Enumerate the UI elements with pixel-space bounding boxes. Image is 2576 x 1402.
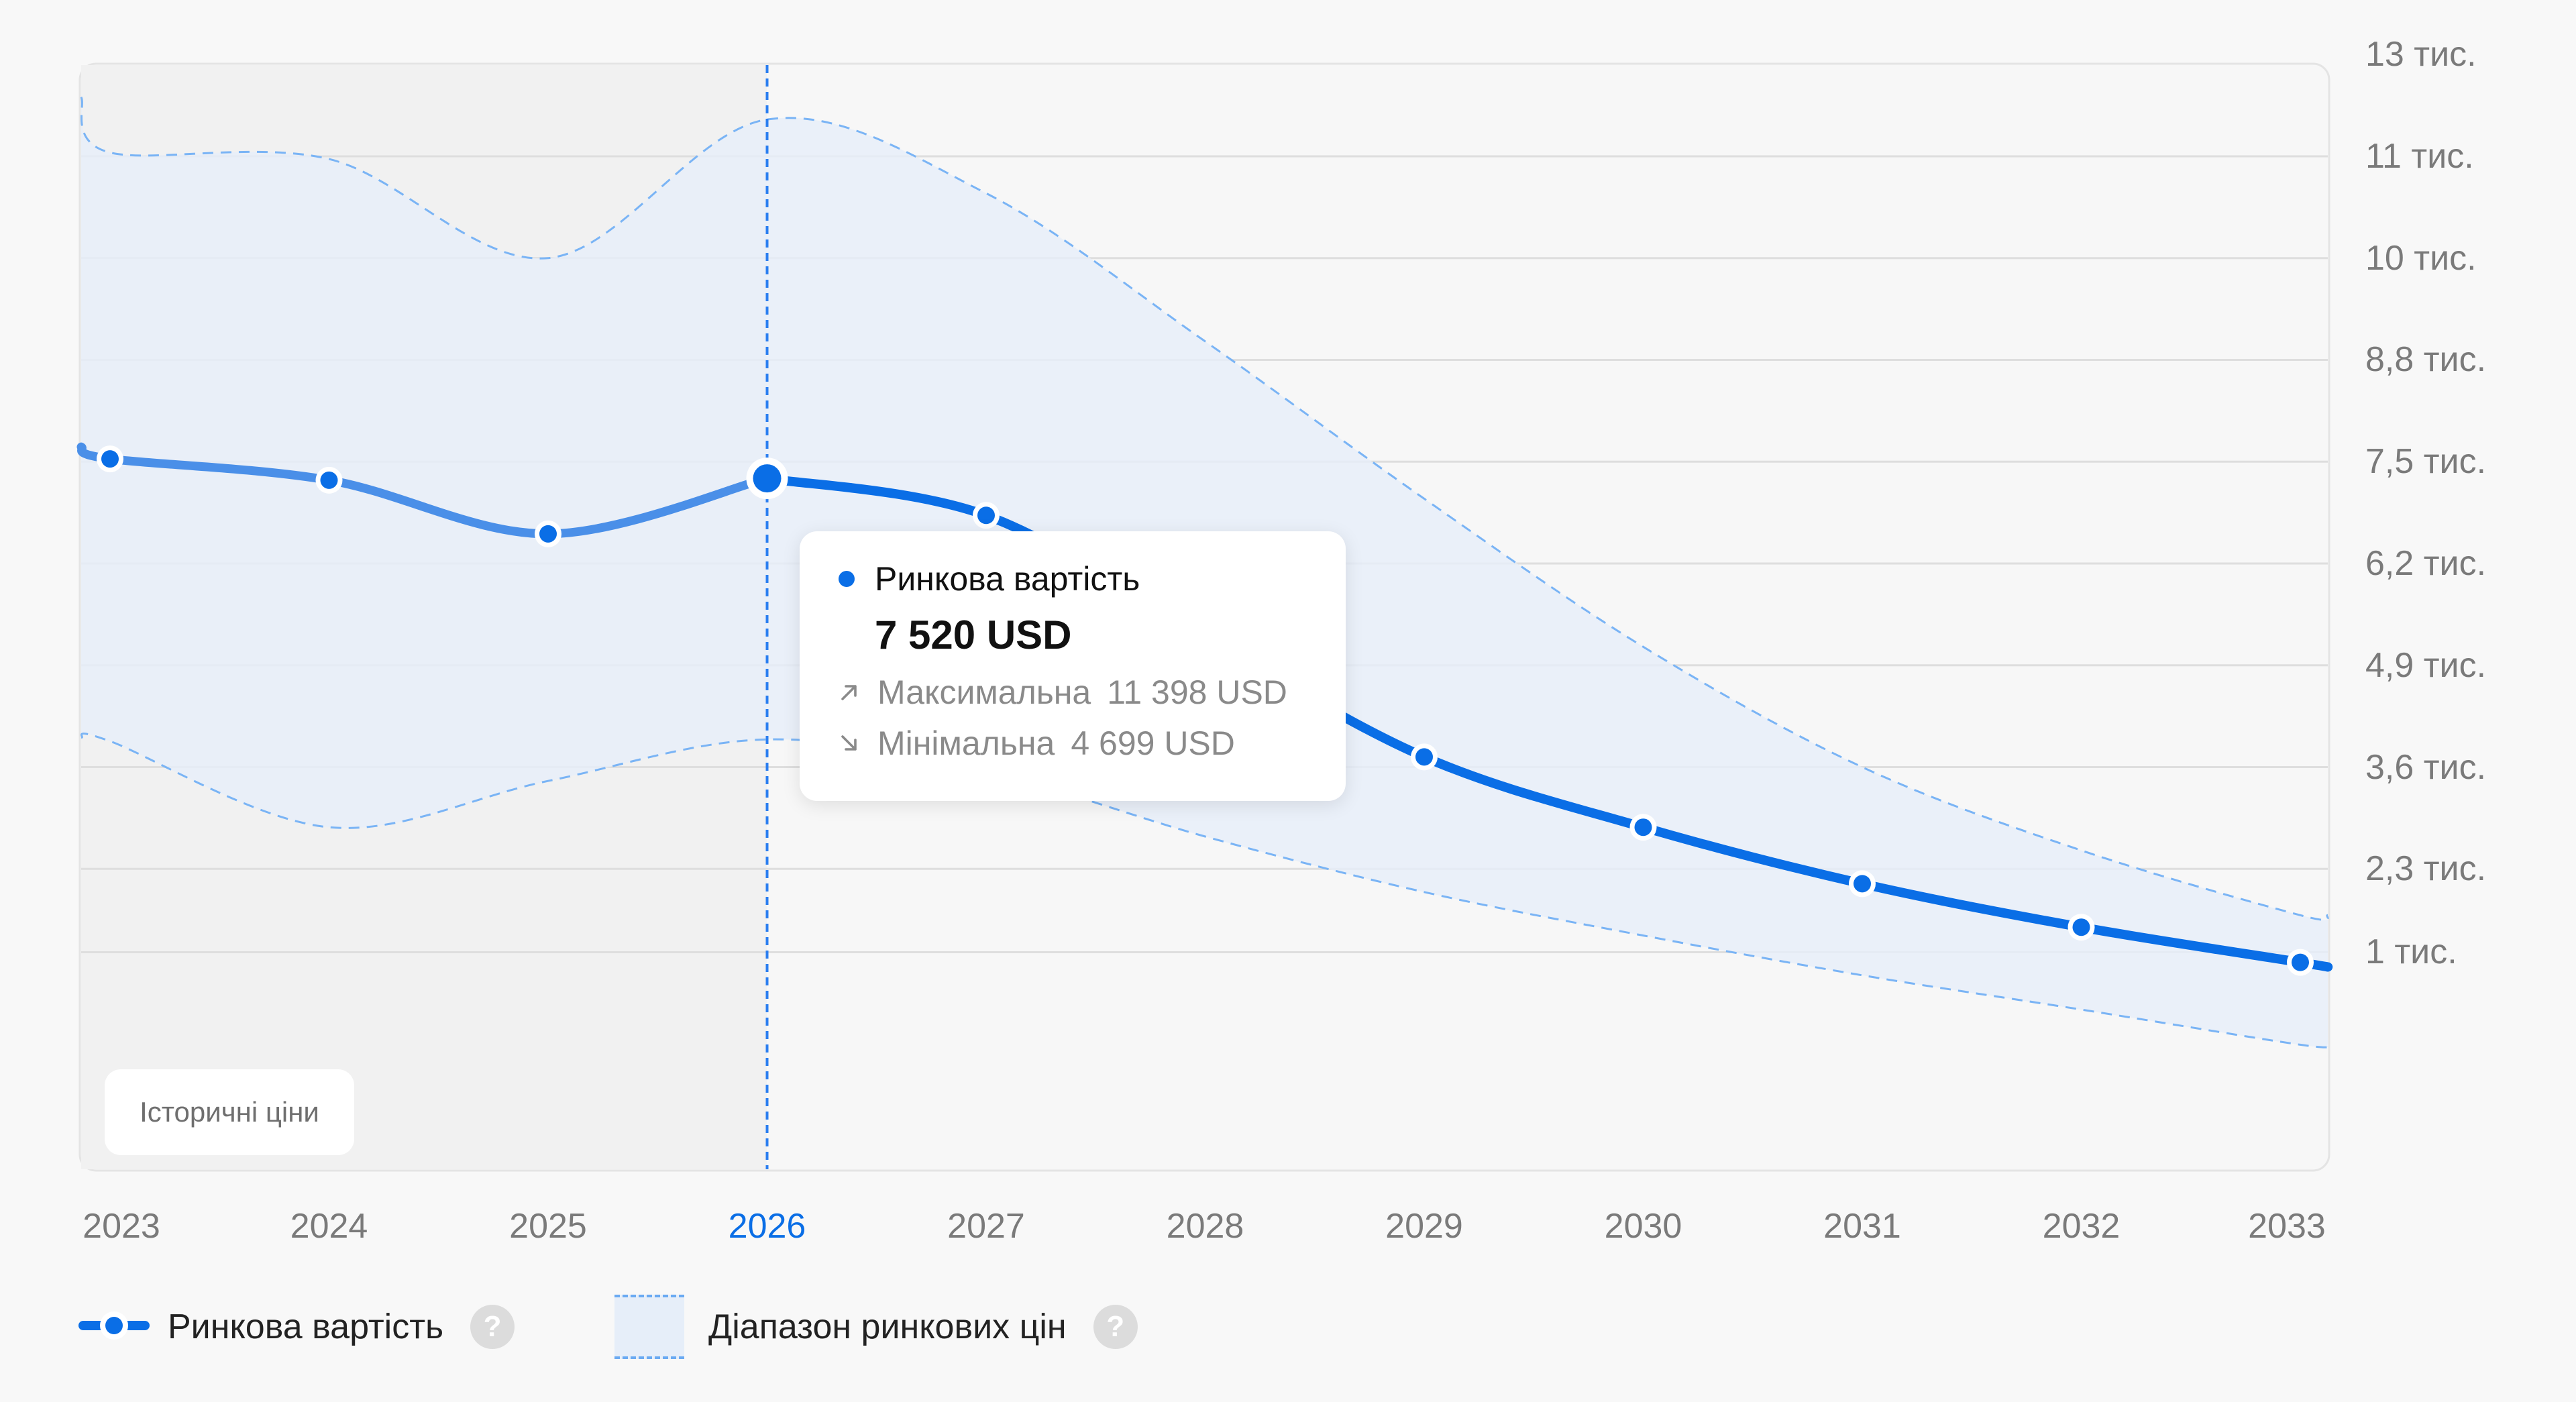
y-tick-label: 6,2 тис. xyxy=(2365,544,2487,583)
data-point[interactable] xyxy=(2068,914,2095,941)
legend-item-market-value[interactable]: Ринкова вартість ? xyxy=(168,1295,515,1359)
tooltip-series-label: Ринкова вартість xyxy=(875,560,1140,598)
x-tick-label: 2023 xyxy=(83,1207,160,1246)
data-point-highlighted[interactable] xyxy=(746,457,788,500)
tooltip-min-label: Мінімальна xyxy=(877,724,1055,762)
range-upper-boundary xyxy=(80,97,2329,921)
tooltip: Ринкова вартість 7 520 USD Максимальна 1… xyxy=(800,531,1346,801)
y-tick-label: 10 тис. xyxy=(2365,238,2477,278)
legend-item-range[interactable]: Діапазон ринкових цін ? xyxy=(614,1295,1138,1359)
y-tick-label: 3,6 тис. xyxy=(2365,747,2487,787)
help-icon[interactable]: ? xyxy=(470,1305,515,1349)
x-tick-label: 2027 xyxy=(947,1207,1025,1246)
tooltip-series-dot xyxy=(839,571,855,587)
arrow-down-right-icon xyxy=(841,735,857,751)
x-tick-label: 2029 xyxy=(1385,1207,1463,1246)
x-tick-label: 2032 xyxy=(2042,1207,2121,1246)
y-tick-label: 2,3 тис. xyxy=(2365,849,2487,889)
x-tick-label: 2033 xyxy=(2248,1207,2326,1246)
data-point[interactable] xyxy=(97,445,123,473)
tooltip-max-value: 11 398 USD xyxy=(1107,673,1287,711)
tooltip-max-row: Максимальна 11 398 USD xyxy=(839,663,1346,722)
data-point[interactable] xyxy=(973,502,1000,529)
historical-prices-badge: Історичні ціни xyxy=(105,1069,354,1155)
tooltip-max-label: Максимальна xyxy=(877,673,1091,711)
legend-range-swatch xyxy=(614,1295,684,1359)
data-point[interactable] xyxy=(1411,743,1438,771)
legend-market-value-label: Ринкова вартість xyxy=(168,1307,444,1346)
x-tick-label: 2024 xyxy=(290,1207,368,1246)
data-point[interactable] xyxy=(315,466,343,494)
y-tick-label: 4,9 тис. xyxy=(2365,645,2487,685)
tooltip-value: 7 520 USD xyxy=(875,612,1072,657)
x-tick-label[interactable]: 2026 xyxy=(728,1207,806,1246)
x-tick-label: 2028 xyxy=(1166,1207,1244,1246)
data-point[interactable] xyxy=(1849,870,1876,898)
y-tick-label: 13 тис. xyxy=(2365,35,2477,74)
y-tick-label: 1 тис. xyxy=(2365,932,2457,972)
arrow-up-right-icon xyxy=(841,685,857,700)
data-point[interactable] xyxy=(2287,949,2314,976)
x-tick-label: 2031 xyxy=(1823,1207,1901,1246)
tooltip-min-row: Мінімальна 4 699 USD xyxy=(839,722,1346,765)
y-tick-label: 7,5 тис. xyxy=(2365,442,2487,482)
tooltip-min-value: 4 699 USD xyxy=(1071,724,1235,762)
y-tick-label: 8,8 тис. xyxy=(2365,340,2487,380)
data-point[interactable] xyxy=(535,520,561,547)
legend-range-label: Діапазон ринкових цін xyxy=(708,1307,1067,1346)
x-tick-label: 2025 xyxy=(509,1207,587,1246)
x-tick-label: 2030 xyxy=(1604,1207,1682,1246)
y-tick-label: 11 тис. xyxy=(2365,136,2474,176)
range-lower-boundary xyxy=(80,733,2329,1048)
help-icon[interactable]: ? xyxy=(1093,1305,1138,1349)
legend-line-swatch xyxy=(78,1311,150,1340)
data-point[interactable] xyxy=(1629,814,1657,841)
